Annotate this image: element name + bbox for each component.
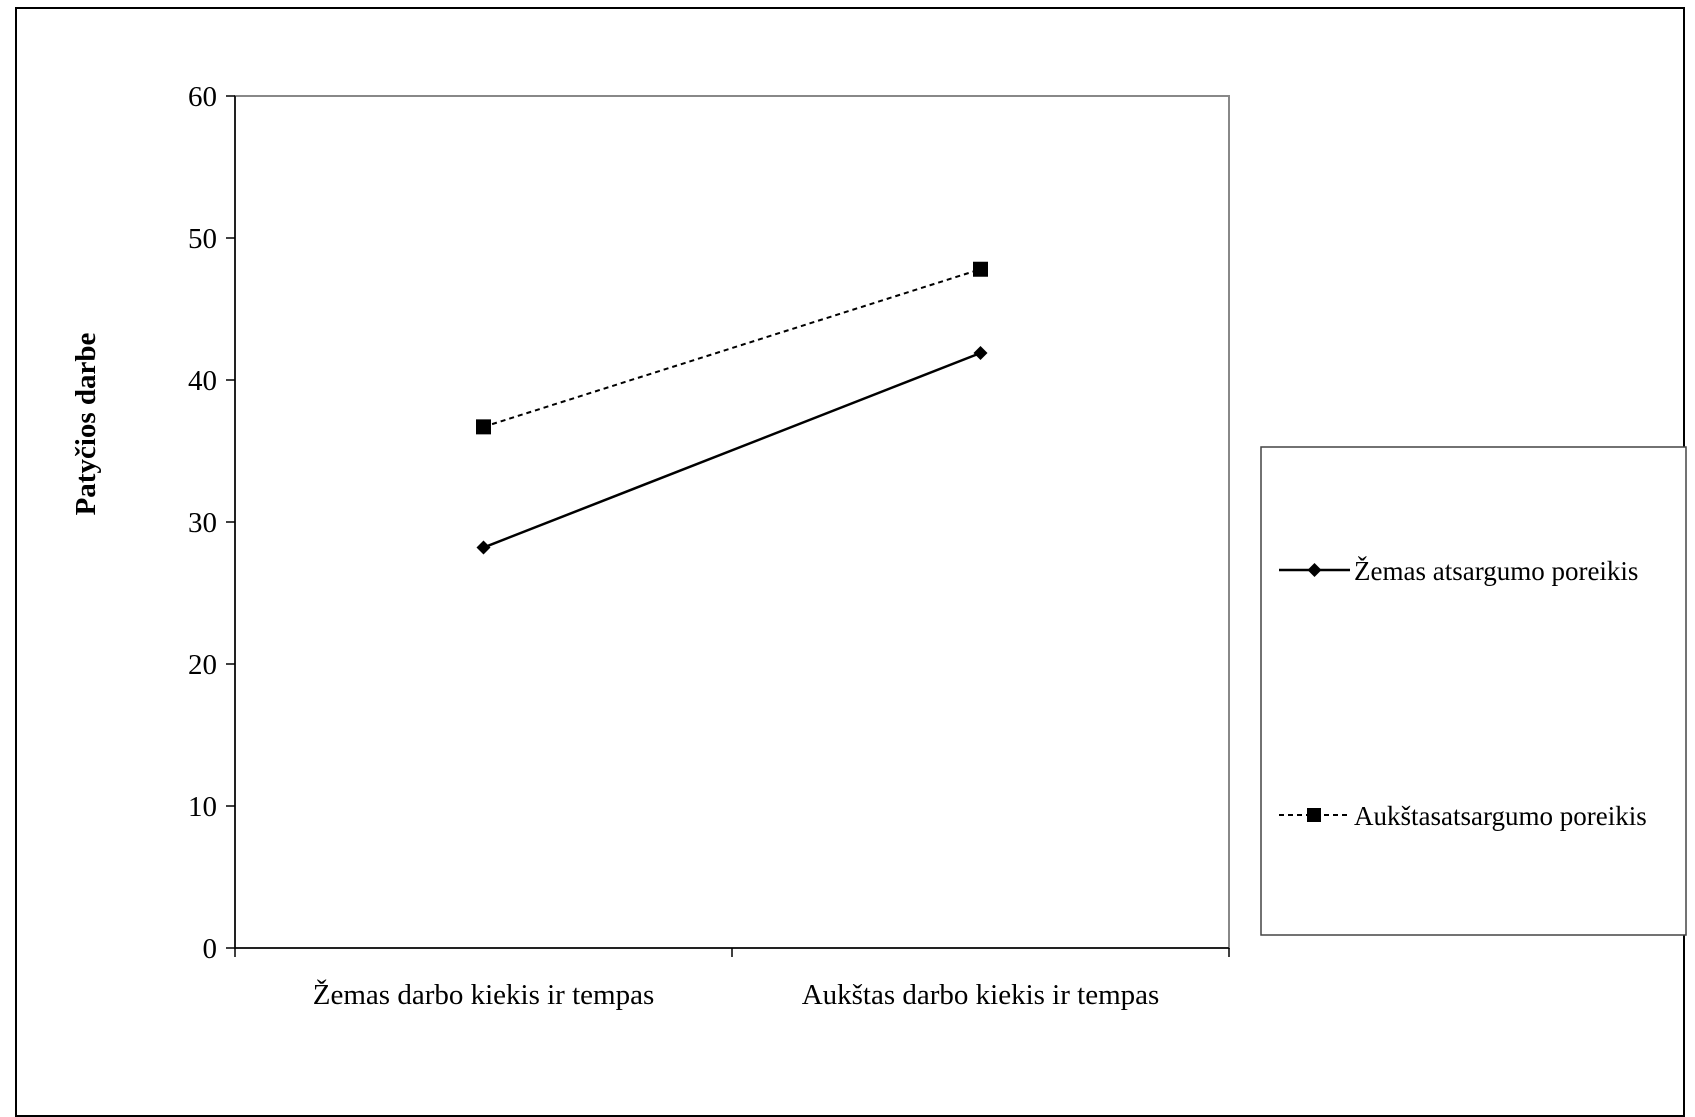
series-line-1 xyxy=(483,268,981,428)
x-category-label: Žemas darbo kiekis ir tempas xyxy=(313,978,654,1011)
y-tick-label: 20 xyxy=(188,649,217,681)
y-tick-label: 40 xyxy=(188,365,217,397)
y-ticks: 0 10 20 30 40 50 60 xyxy=(188,81,235,965)
x-ticks: Žemas darbo kiekis ir tempas Aukštas darb… xyxy=(234,948,1230,1011)
legend-label-0: Žemas atsargumo poreikis xyxy=(1354,556,1638,586)
y-axis-title: Patyčios darbe xyxy=(70,332,102,515)
legend-box xyxy=(1260,446,1687,936)
legend-label-1: Aukštasatsargumo poreikis xyxy=(1354,801,1647,831)
y-tick-label: 10 xyxy=(188,791,217,823)
data-point-diamond xyxy=(476,540,491,555)
legend-square-marker xyxy=(1307,808,1321,822)
y-tick-label: 30 xyxy=(188,507,217,539)
y-tick-label: 60 xyxy=(188,81,217,113)
y-tick-label: 0 xyxy=(203,933,218,965)
data-point-diamond xyxy=(973,346,988,361)
legend-diamond-marker xyxy=(1307,563,1322,577)
series-line-0 xyxy=(483,351,981,549)
legend-item-1: Aukštasatsargumo poreikis xyxy=(1279,801,1647,831)
legend: Žemas atsargumo poreikis Aukštasatsargum… xyxy=(1260,446,1687,936)
data-point-square xyxy=(476,419,491,435)
x-category-label: Aukštas darbo kiekis ir tempas xyxy=(802,979,1160,1011)
plot-area xyxy=(234,95,1230,949)
series-layer xyxy=(476,261,988,555)
data-point-square xyxy=(973,261,988,277)
legend-item-0: Žemas atsargumo poreikis xyxy=(1279,556,1638,586)
y-tick-label: 50 xyxy=(188,223,217,255)
